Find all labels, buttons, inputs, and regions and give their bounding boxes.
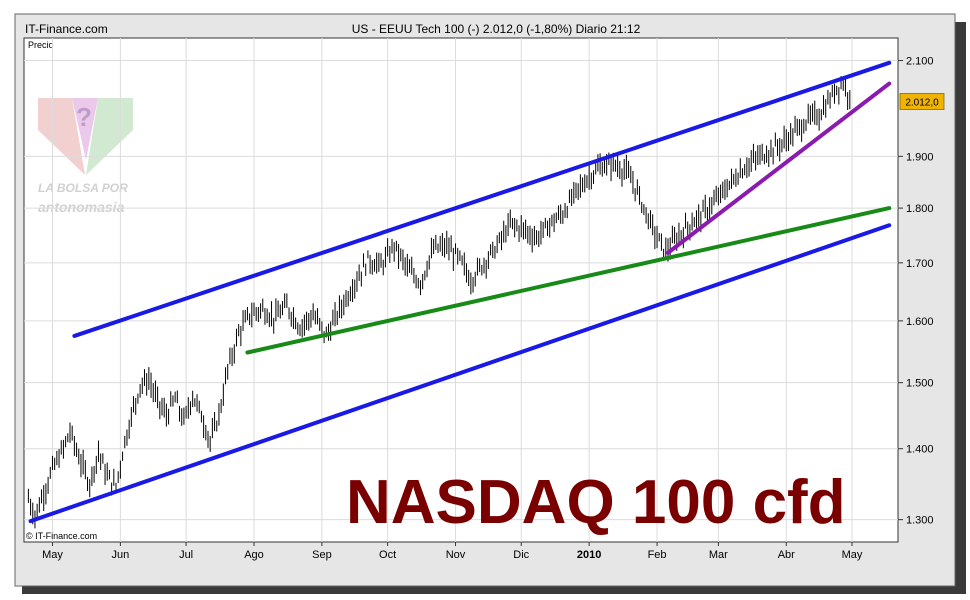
logo-center [72, 98, 98, 160]
y-tick-label: 1.600 [906, 316, 934, 328]
x-gridlines [51, 38, 853, 542]
logo-line2: antonomasia [38, 199, 125, 215]
y-tick-label: 1.700 [906, 258, 934, 270]
price-bars [27, 76, 851, 529]
y-tick-label: 1.500 [906, 378, 934, 390]
trendline-support [245, 206, 892, 355]
panel-label: Precio [28, 40, 54, 50]
copyright: © IT-Finance.com [26, 531, 97, 541]
y-tick-label: 1.300 [906, 515, 934, 527]
chart-title: US - EEUU Tech 100 (-) 2.012,0 (-1,80%) … [352, 22, 641, 36]
header-bar [16, 15, 954, 37]
trendline-trend [666, 81, 892, 255]
x-tick-label: Ago [244, 549, 264, 561]
x-axis: May Jun Jul Ago Sep Oct Nov Dic 2010 Feb Mar Abr May [42, 542, 863, 561]
trendlines [28, 60, 892, 524]
y-tick-label: 1.900 [906, 151, 934, 163]
y-axis: 1.300 1.400 1.500 1.600 1.700 1.800 1.900 2.100 [898, 56, 934, 527]
x-tick-label: Mar [709, 549, 728, 561]
x-tick-label: May [842, 549, 863, 561]
x-tick-label: Feb [648, 549, 667, 561]
y-tick-label: 1.400 [906, 444, 934, 456]
x-tick-label: Dic [513, 549, 529, 561]
x-tick-label: 2010 [577, 549, 601, 561]
last-price-tag: 2.012,0 [899, 93, 945, 110]
plot-area [23, 37, 899, 543]
y-tick-label: 1.800 [906, 203, 934, 215]
price-tag-bg [899, 93, 945, 110]
logo-right-wing [86, 98, 133, 175]
question-mark-icon: ? [76, 102, 92, 132]
watermark-logo: ? LA BOLSA POR antonomasia [38, 98, 133, 215]
x-tick-label: Nov [446, 549, 466, 561]
y-tick-label: 2.100 [906, 56, 934, 68]
x-tick-label: Jun [112, 549, 130, 561]
trendline-upper-channel [72, 60, 892, 338]
site-name: IT-Finance.com [25, 22, 108, 36]
x-tick-label: May [42, 549, 63, 561]
logo-left-wing [38, 98, 85, 175]
x-tick-label: Sep [312, 549, 332, 561]
price-tag-label: 2.012,0 [905, 98, 939, 109]
overlay-title: NASDAQ 100 cfd [346, 468, 846, 537]
logo-line1: LA BOLSA POR [38, 181, 128, 195]
trendline-lower-channel [28, 223, 892, 524]
x-tick-label: Oct [379, 549, 396, 561]
x-tick-label: Abr [778, 549, 795, 561]
x-tick-label: Jul [179, 549, 193, 561]
